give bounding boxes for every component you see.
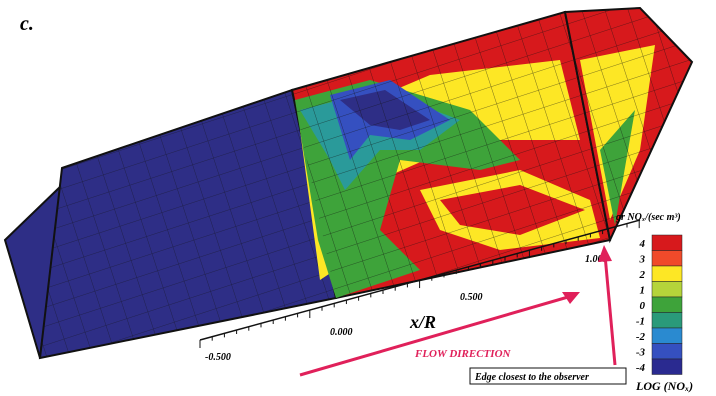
axis-line <box>199 219 641 341</box>
colorbar-label: -2 <box>636 331 646 343</box>
tick-label: 0.000 <box>330 327 353 338</box>
axis-ticks: -0.500 0.000 0.500 1.000 <box>199 220 640 363</box>
edge-box <box>469 367 627 385</box>
colorbar-swatch <box>651 265 683 282</box>
colorbar-label: 3 <box>639 254 646 266</box>
mesh <box>292 12 610 298</box>
colorbar-label: -4 <box>636 362 646 374</box>
colorbar-label: 0 <box>640 300 646 312</box>
arrow-head <box>562 292 580 304</box>
tick-label: -0.500 <box>205 352 231 363</box>
colorbar-label: 4 <box>639 238 646 250</box>
colorbar-label: 2 <box>639 269 646 281</box>
colorbar-swatch <box>651 343 683 360</box>
flow-arrow <box>299 293 576 377</box>
colorbar-swatch <box>651 281 683 298</box>
tick-label: 0.500 <box>460 292 483 303</box>
colorbar: 4 3 2 1 0 -1 -2 -3 -4 <box>636 234 683 375</box>
colorbar-label: -1 <box>636 316 645 328</box>
tick-label: 1.000 <box>585 254 608 265</box>
colorbar-label: 1 <box>640 285 646 297</box>
panel-label: c. <box>20 13 34 35</box>
colorbar-swatch <box>651 312 683 329</box>
colorbar-label: -3 <box>636 347 646 359</box>
colorbar-swatch <box>651 358 683 375</box>
axis-label: x/R <box>409 312 436 332</box>
edge-arrow <box>603 254 617 366</box>
colorbar-swatch <box>651 234 683 251</box>
edge-label: Edge closest to the observer <box>474 372 589 383</box>
colorbar-swatch <box>651 250 683 267</box>
colorbar-swatch <box>651 296 683 313</box>
mesh <box>565 8 692 240</box>
colorbar-caption: LOG (NOₓ) <box>635 379 693 393</box>
colorbar-title: gr NOₓ/(sec m³) <box>615 212 681 223</box>
flow-label: FLOW DIRECTION <box>414 348 512 360</box>
colorbar-swatch <box>651 327 683 344</box>
mesh <box>40 90 336 358</box>
arrow-head <box>598 245 612 262</box>
